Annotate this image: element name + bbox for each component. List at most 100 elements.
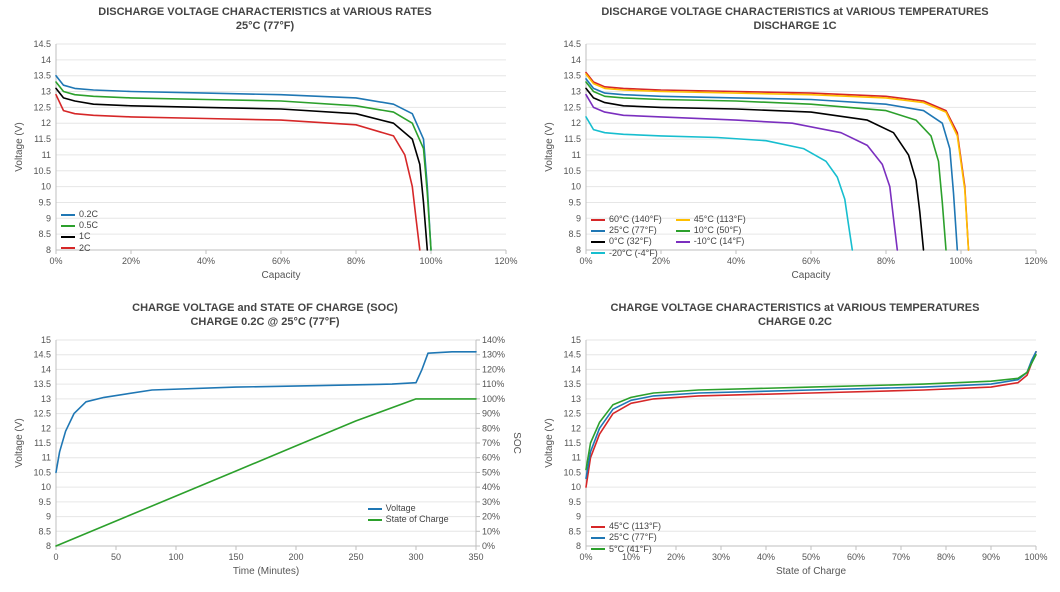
svg-text:12.5: 12.5 <box>33 102 51 112</box>
svg-text:0%: 0% <box>579 256 592 266</box>
svg-text:90%: 90% <box>482 408 500 418</box>
svg-text:8: 8 <box>46 541 51 551</box>
chart-tr-wrap: 88.599.51010.51111.51212.51313.51414.50%… <box>540 38 1050 284</box>
svg-text:14: 14 <box>41 54 51 64</box>
chart-title-bl: CHARGE VOLTAGE and STATE OF CHARGE (SOC)… <box>10 302 520 330</box>
svg-text:20%: 20% <box>667 552 685 562</box>
svg-text:50%: 50% <box>482 467 500 477</box>
svg-text:200: 200 <box>288 552 303 562</box>
svg-text:9.5: 9.5 <box>38 496 51 506</box>
page-root: DISCHARGE VOLTAGE CHARACTERISTICS at VAR… <box>0 0 1060 592</box>
svg-text:10.5: 10.5 <box>563 165 581 175</box>
svg-text:13.5: 13.5 <box>33 379 51 389</box>
svg-text:13.5: 13.5 <box>33 70 51 80</box>
svg-text:20%: 20% <box>482 511 500 521</box>
svg-text:350: 350 <box>468 552 483 562</box>
svg-text:11.5: 11.5 <box>564 438 581 448</box>
svg-text:14: 14 <box>41 364 51 374</box>
svg-text:14.5: 14.5 <box>563 349 581 359</box>
svg-text:80%: 80% <box>937 552 955 562</box>
svg-text:Voltage (V): Voltage (V) <box>544 418 555 467</box>
svg-text:120%: 120% <box>482 364 505 374</box>
svg-text:120%: 120% <box>1024 256 1047 266</box>
panel-top-left: DISCHARGE VOLTAGE CHARACTERISTICS at VAR… <box>0 0 530 296</box>
svg-text:12.5: 12.5 <box>563 408 581 418</box>
svg-text:60%: 60% <box>802 256 820 266</box>
svg-text:130%: 130% <box>482 349 505 359</box>
svg-text:10.5: 10.5 <box>33 467 51 477</box>
svg-text:13: 13 <box>41 393 51 403</box>
chart-br: 88.599.51010.51111.51212.51313.51414.515… <box>540 334 1050 580</box>
svg-text:10.5: 10.5 <box>33 165 51 175</box>
svg-text:11: 11 <box>42 452 51 462</box>
svg-text:9: 9 <box>46 213 51 223</box>
svg-text:10: 10 <box>41 482 51 492</box>
chart-title-tl: DISCHARGE VOLTAGE CHARACTERISTICS at VAR… <box>10 6 520 34</box>
svg-text:70%: 70% <box>482 438 500 448</box>
chart-bl: 88.599.51010.51111.51212.51313.51414.515… <box>10 334 520 580</box>
svg-text:60%: 60% <box>272 256 290 266</box>
svg-text:0: 0 <box>53 552 58 562</box>
svg-text:100%: 100% <box>949 256 972 266</box>
svg-text:8: 8 <box>576 541 581 551</box>
svg-text:80%: 80% <box>347 256 365 266</box>
svg-text:10: 10 <box>571 482 581 492</box>
svg-text:11.5: 11.5 <box>34 438 51 448</box>
svg-text:10.5: 10.5 <box>563 467 581 477</box>
svg-text:13.5: 13.5 <box>563 379 581 389</box>
svg-text:80%: 80% <box>877 256 895 266</box>
svg-text:14.5: 14.5 <box>33 349 51 359</box>
svg-text:0%: 0% <box>579 552 592 562</box>
svg-text:12: 12 <box>571 423 581 433</box>
svg-text:8.5: 8.5 <box>38 229 51 239</box>
svg-text:13: 13 <box>571 86 581 96</box>
chart-br-wrap: 88.599.51010.51111.51212.51313.51414.515… <box>540 334 1050 580</box>
svg-text:9.5: 9.5 <box>568 496 581 506</box>
svg-text:Voltage (V): Voltage (V) <box>544 122 555 171</box>
svg-text:110%: 110% <box>482 379 504 389</box>
svg-text:Capacity: Capacity <box>262 270 301 281</box>
svg-text:300: 300 <box>408 552 423 562</box>
svg-text:140%: 140% <box>482 335 505 345</box>
svg-text:20%: 20% <box>122 256 140 266</box>
svg-text:Voltage (V): Voltage (V) <box>14 418 25 467</box>
chart-bl-wrap: 88.599.51010.51111.51212.51313.51414.515… <box>10 334 520 580</box>
chart-tl-wrap: 88.599.51010.51111.51212.51313.51414.50%… <box>10 38 520 284</box>
svg-text:11: 11 <box>572 149 581 159</box>
svg-text:0%: 0% <box>482 541 495 551</box>
svg-text:100: 100 <box>168 552 183 562</box>
svg-text:15: 15 <box>41 335 51 345</box>
svg-text:100%: 100% <box>419 256 442 266</box>
svg-text:13: 13 <box>571 393 581 403</box>
svg-text:40%: 40% <box>197 256 215 266</box>
svg-text:8: 8 <box>576 245 581 255</box>
svg-text:14: 14 <box>571 54 581 64</box>
svg-text:13: 13 <box>41 86 51 96</box>
panel-bottom-left: CHARGE VOLTAGE and STATE OF CHARGE (SOC)… <box>0 296 530 592</box>
svg-text:9: 9 <box>576 213 581 223</box>
svg-text:80%: 80% <box>482 423 500 433</box>
chart-tl: 88.599.51010.51111.51212.51313.51414.50%… <box>10 38 520 284</box>
svg-text:9.5: 9.5 <box>38 197 51 207</box>
svg-text:12: 12 <box>571 118 581 128</box>
svg-text:90%: 90% <box>982 552 1000 562</box>
svg-text:20%: 20% <box>652 256 670 266</box>
svg-text:40%: 40% <box>727 256 745 266</box>
svg-text:14.5: 14.5 <box>563 39 581 49</box>
svg-text:Voltage (V): Voltage (V) <box>14 122 25 171</box>
svg-text:8: 8 <box>46 245 51 255</box>
svg-text:40%: 40% <box>757 552 775 562</box>
svg-text:60%: 60% <box>482 452 500 462</box>
chart-title-br: CHARGE VOLTAGE CHARACTERISTICS at VARIOU… <box>540 302 1050 330</box>
svg-text:13.5: 13.5 <box>563 70 581 80</box>
svg-text:State of Charge: State of Charge <box>776 566 846 577</box>
svg-text:14: 14 <box>571 364 581 374</box>
svg-text:0%: 0% <box>49 256 62 266</box>
svg-text:70%: 70% <box>892 552 910 562</box>
svg-text:30%: 30% <box>482 496 500 506</box>
svg-text:11: 11 <box>42 149 51 159</box>
svg-text:9: 9 <box>46 511 51 521</box>
svg-text:40%: 40% <box>482 482 500 492</box>
svg-text:8.5: 8.5 <box>38 526 51 536</box>
svg-text:11: 11 <box>572 452 581 462</box>
